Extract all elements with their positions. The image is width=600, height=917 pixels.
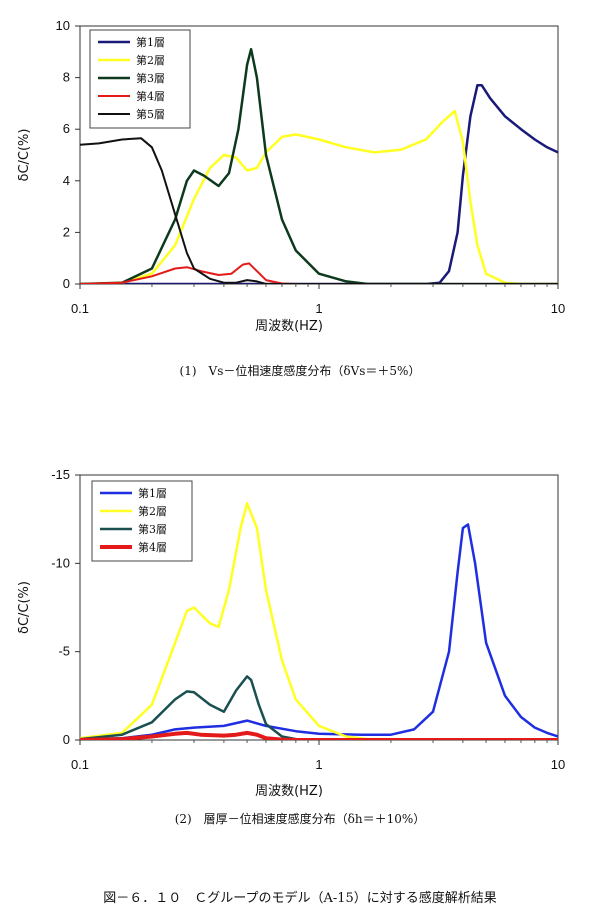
y-tick-label: -10 xyxy=(51,555,70,570)
y-axis-label: δC/C(%) xyxy=(17,129,32,182)
series-line-layer-4 xyxy=(80,730,558,740)
chart-2: 0.1 1 10 -15 -10 -5 0 周波数(HZ) δC/C(%) 第1層第2層第3層第4… xyxy=(17,467,565,799)
series-line-layer-1 xyxy=(80,84,558,284)
y-tick-label: 6 xyxy=(63,121,70,136)
legend-label: 第1層 xyxy=(136,35,165,49)
legend-label: 第4層 xyxy=(138,540,167,554)
y-tick-label: 2 xyxy=(63,224,70,239)
y-tick-label: -5 xyxy=(58,644,70,659)
figure-caption: 図－６．１０ Ｃグループのモデル（A-15）に対する感度解析結果 xyxy=(103,891,497,906)
series-line-layer-4 xyxy=(80,262,558,284)
legend-label: 第2層 xyxy=(136,53,165,67)
x-tick-label: 10 xyxy=(551,757,565,772)
series-line-layer-3 xyxy=(80,47,558,284)
y-tick-label: 8 xyxy=(63,70,70,85)
y-tick-label: 10 xyxy=(56,18,70,33)
x-tick-label: 0.1 xyxy=(71,301,89,316)
plot-area-1: 0.1 1 10 0 2 4 6 8 10 周波数(HZ) δC/C(%) 第1層第2層第3層第4層第… xyxy=(17,18,565,334)
series-line-layer-5 xyxy=(80,137,558,284)
series-line-layer-3 xyxy=(80,675,558,740)
x-tick-label: 10 xyxy=(551,301,565,316)
legend-label: 第4層 xyxy=(136,89,165,103)
legend-label: 第3層 xyxy=(138,522,167,536)
x-axis-label: 周波数(HZ) xyxy=(255,784,323,799)
series-line-layer-2 xyxy=(80,109,558,284)
y-tick-label: -15 xyxy=(51,467,70,482)
y-tick-label: 0 xyxy=(63,732,70,747)
y-tick-label: 4 xyxy=(63,173,70,188)
legend-label: 第1層 xyxy=(138,486,167,500)
y-tick-label: 0 xyxy=(63,276,70,291)
y-axis-label: δC/C(%) xyxy=(17,581,32,634)
plot-area-2: 0.1 1 10 -15 -10 -5 0 周波数(HZ) δC/C(%) 第1層第2層第3層第4… xyxy=(17,467,565,799)
series-line-layer-2 xyxy=(80,502,558,740)
x-axis-label: 周波数(HZ) xyxy=(255,319,323,334)
x-tick-label: 1 xyxy=(315,301,322,316)
legend-label: 第5層 xyxy=(136,107,165,121)
x-tick-label: 1 xyxy=(315,757,322,772)
chart-1: 0.1 1 10 0 2 4 6 8 10 周波数(HZ) δC/C(%) 第1層第2層第3層第4層第… xyxy=(17,18,565,334)
legend-label: 第3層 xyxy=(136,71,165,85)
series-line-layer-1 xyxy=(80,523,558,740)
x-tick-label: 0.1 xyxy=(71,757,89,772)
chart-1-caption: (1) Vs－位相速度感度分布（δVs＝＋5%） xyxy=(179,364,421,378)
chart-2-caption: (2) 層厚－位相速度感度分布（δh＝＋10%） xyxy=(174,812,426,826)
legend-label: 第2層 xyxy=(138,504,167,518)
